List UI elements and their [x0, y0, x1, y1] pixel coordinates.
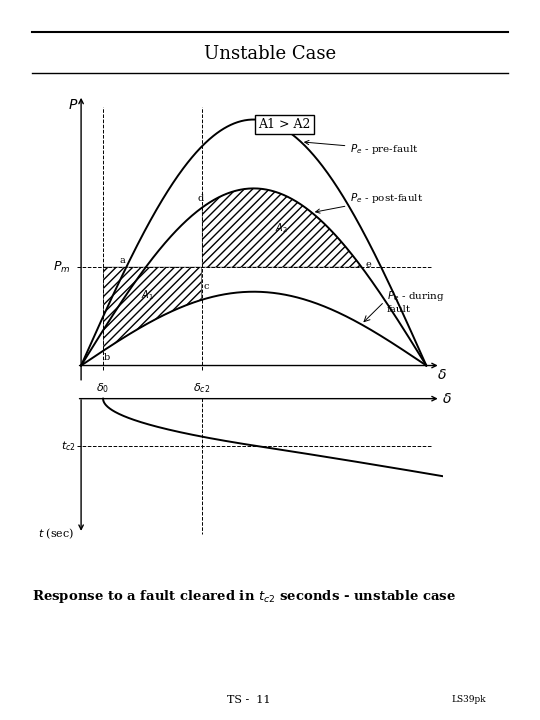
Text: $P_e$ - during
fault: $P_e$ - during fault	[387, 289, 444, 314]
Text: $A_1$: $A_1$	[140, 289, 153, 302]
Text: $\delta$: $\delta$	[442, 392, 451, 405]
Text: $\delta_{c2}$: $\delta_{c2}$	[193, 382, 211, 395]
Text: $t_{c2}$: $t_{c2}$	[61, 439, 76, 453]
Text: A1 > A2: A1 > A2	[258, 118, 310, 131]
Text: $A_2$: $A_2$	[275, 221, 288, 235]
Text: $\delta$: $\delta$	[437, 369, 447, 382]
Text: Response to a fault cleared in $t_{c2}$ seconds - unstable case: Response to a fault cleared in $t_{c2}$ …	[32, 588, 456, 605]
Text: $P_e$ - post-fault: $P_e$ - post-fault	[316, 192, 423, 213]
Text: $P_e$ - pre-fault: $P_e$ - pre-fault	[305, 140, 419, 156]
Text: a: a	[119, 256, 125, 265]
Text: $t$ (sec): $t$ (sec)	[38, 526, 75, 541]
Text: $\delta_0$: $\delta_0$	[97, 382, 110, 395]
Text: TS -  11: TS - 11	[227, 695, 271, 705]
Text: $P$: $P$	[68, 98, 79, 112]
Text: d: d	[198, 194, 204, 203]
Text: c: c	[204, 282, 209, 291]
Text: e: e	[366, 260, 372, 269]
Text: b: b	[104, 354, 110, 362]
Text: LS39pk: LS39pk	[451, 696, 486, 704]
Text: Unstable Case: Unstable Case	[204, 45, 336, 63]
Text: $P_m$: $P_m$	[52, 260, 70, 274]
